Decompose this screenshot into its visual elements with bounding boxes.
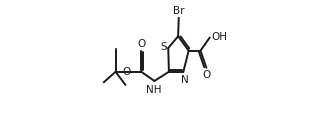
Text: O: O: [123, 67, 131, 77]
Text: NH: NH: [146, 85, 162, 95]
Text: Br: Br: [173, 6, 185, 16]
Text: OH: OH: [211, 32, 227, 42]
Text: O: O: [202, 70, 211, 80]
Text: N: N: [181, 75, 188, 85]
Text: O: O: [137, 39, 146, 49]
Text: S: S: [160, 42, 167, 52]
